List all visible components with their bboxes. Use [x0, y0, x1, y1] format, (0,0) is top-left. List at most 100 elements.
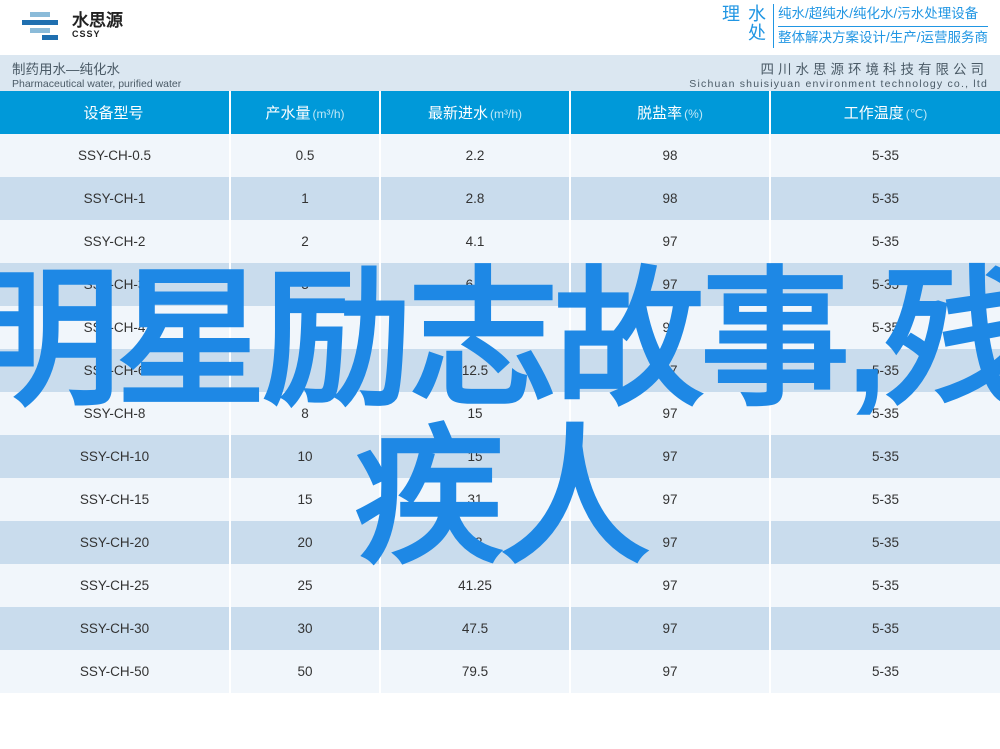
col-header-desalination: 脱盐率(%): [570, 91, 770, 134]
table-cell: SSY-CH-2: [0, 220, 230, 263]
table-row: SSY-CH-505079.5975-35: [0, 650, 1000, 693]
table-cell: 5-35: [770, 349, 1000, 392]
table-cell: 20: [230, 521, 380, 564]
table-cell: 25: [230, 564, 380, 607]
table-row: SSY-CH-336.9975-35: [0, 263, 1000, 306]
table-cell: 5-35: [770, 650, 1000, 693]
table-head: 设备型号 产水量(m³/h) 最新进水(m³/h) 脱盐率(%) 工作温度(℃): [0, 91, 1000, 134]
table-cell: SSY-CH-3: [0, 263, 230, 306]
table-cell: 5-35: [770, 134, 1000, 177]
logo-text: 水思源 CSSY: [72, 12, 123, 41]
logo-brand-cn: 水思源: [72, 12, 123, 29]
subheader-left: 制药用水—纯化水 Pharmaceutical water, purified …: [12, 58, 181, 90]
table-cell: 5-35: [770, 263, 1000, 306]
header-taglines: 纯水/超纯水/纯化水/污水处理设备 整体解决方案设计/生产/运营服务商: [778, 4, 988, 49]
logo-brand-en: CSSY: [72, 29, 123, 41]
product-category-en: Pharmaceutical water, purified water: [12, 78, 181, 90]
col-header-model: 设备型号: [0, 91, 230, 134]
table-cell: SSY-CH-4: [0, 306, 230, 349]
table-cell: 5-35: [770, 478, 1000, 521]
table-cell: SSY-CH-1: [0, 177, 230, 220]
table-row: SSY-CH-112.8985-35: [0, 177, 1000, 220]
table-cell: 38: [380, 521, 570, 564]
table-cell: SSY-CH-8: [0, 392, 230, 435]
table-cell: 5-35: [770, 521, 1000, 564]
table-cell: 7.8: [380, 306, 570, 349]
table-row: SSY-CH-303047.5975-35: [0, 607, 1000, 650]
table-cell: 5-35: [770, 607, 1000, 650]
table-cell: 15: [380, 435, 570, 478]
table-cell: 5-35: [770, 220, 1000, 263]
table-cell: 5-35: [770, 435, 1000, 478]
table-cell: 97: [570, 349, 770, 392]
table-cell: 6: [230, 349, 380, 392]
table-row: SSY-CH-252541.25975-35: [0, 564, 1000, 607]
subheader-right: 四川水思源环境科技有限公司 Sichuan shuisiyuan environ…: [689, 58, 988, 90]
table-cell: SSY-CH-25: [0, 564, 230, 607]
company-name-en: Sichuan shuisiyuan environment technolog…: [689, 78, 988, 90]
table-cell: 97: [570, 263, 770, 306]
table-cell: 97: [570, 564, 770, 607]
table-cell: 2: [230, 220, 380, 263]
header-line-2: 整体解决方案设计/生产/运营服务商: [778, 28, 988, 49]
header-right: 水处理 纯水/超纯水/纯化水/污水处理设备 整体解决方案设计/生产/运营服务商: [715, 4, 988, 49]
table-cell: 97: [570, 607, 770, 650]
table-cell: 5-35: [770, 564, 1000, 607]
table-cell: 97: [570, 306, 770, 349]
table-cell: 97: [570, 650, 770, 693]
table-cell: 2.8: [380, 177, 570, 220]
table-cell: 47.5: [380, 607, 570, 650]
table-cell: 0.5: [230, 134, 380, 177]
vertical-category-label: 水处理: [715, 4, 774, 48]
table-cell: 4: [230, 306, 380, 349]
table-cell: SSY-CH-30: [0, 607, 230, 650]
col-header-inflow: 最新进水(m³/h): [380, 91, 570, 134]
table-cell: 10: [230, 435, 380, 478]
table-cell: 79.5: [380, 650, 570, 693]
table-cell: 3: [230, 263, 380, 306]
table-row: SSY-CH-8815975-35: [0, 392, 1000, 435]
table-cell: SSY-CH-50: [0, 650, 230, 693]
table-cell: 12.5: [380, 349, 570, 392]
table-cell: SSY-CH-10: [0, 435, 230, 478]
table-cell: 97: [570, 478, 770, 521]
table-cell: 98: [570, 177, 770, 220]
table-cell: SSY-CH-15: [0, 478, 230, 521]
table-body: SSY-CH-0.50.52.2985-35SSY-CH-112.8985-35…: [0, 134, 1000, 693]
table-cell: 98: [570, 134, 770, 177]
table-cell: 50: [230, 650, 380, 693]
table-cell: 4.1: [380, 220, 570, 263]
table-cell: 15: [230, 478, 380, 521]
divider-icon: [778, 26, 988, 27]
table-cell: 5-35: [770, 306, 1000, 349]
table-cell: SSY-CH-6: [0, 349, 230, 392]
table-row: SSY-CH-447.8975-35: [0, 306, 1000, 349]
table-cell: 5-35: [770, 177, 1000, 220]
table-cell: 30: [230, 607, 380, 650]
table-row: SSY-CH-101015975-35: [0, 435, 1000, 478]
table-cell: 97: [570, 392, 770, 435]
company-name-cn: 四川水思源环境科技有限公司: [689, 58, 988, 78]
table-row: SSY-CH-0.50.52.2985-35: [0, 134, 1000, 177]
table-cell: SSY-CH-20: [0, 521, 230, 564]
table-cell: 31: [380, 478, 570, 521]
logo: 水思源 CSSY: [22, 8, 123, 44]
table-row: SSY-CH-6612.5975-35: [0, 349, 1000, 392]
table-cell: 2.2: [380, 134, 570, 177]
table-row: SSY-CH-202038975-35: [0, 521, 1000, 564]
table-cell: 97: [570, 435, 770, 478]
logo-mark-icon: [22, 8, 66, 44]
table-row: SSY-CH-224.1975-35: [0, 220, 1000, 263]
col-header-temperature: 工作温度(℃): [770, 91, 1000, 134]
table-cell: 97: [570, 521, 770, 564]
table-cell: 15: [380, 392, 570, 435]
col-header-output: 产水量(m³/h): [230, 91, 380, 134]
product-category-cn: 制药用水—纯化水: [12, 58, 181, 78]
table-cell: 5-35: [770, 392, 1000, 435]
table-cell: 8: [230, 392, 380, 435]
table-cell: SSY-CH-0.5: [0, 134, 230, 177]
subheader: 制药用水—纯化水 Pharmaceutical water, purified …: [0, 55, 1000, 91]
table-cell: 1: [230, 177, 380, 220]
spec-table: 设备型号 产水量(m³/h) 最新进水(m³/h) 脱盐率(%) 工作温度(℃)…: [0, 91, 1000, 693]
table-cell: 41.25: [380, 564, 570, 607]
